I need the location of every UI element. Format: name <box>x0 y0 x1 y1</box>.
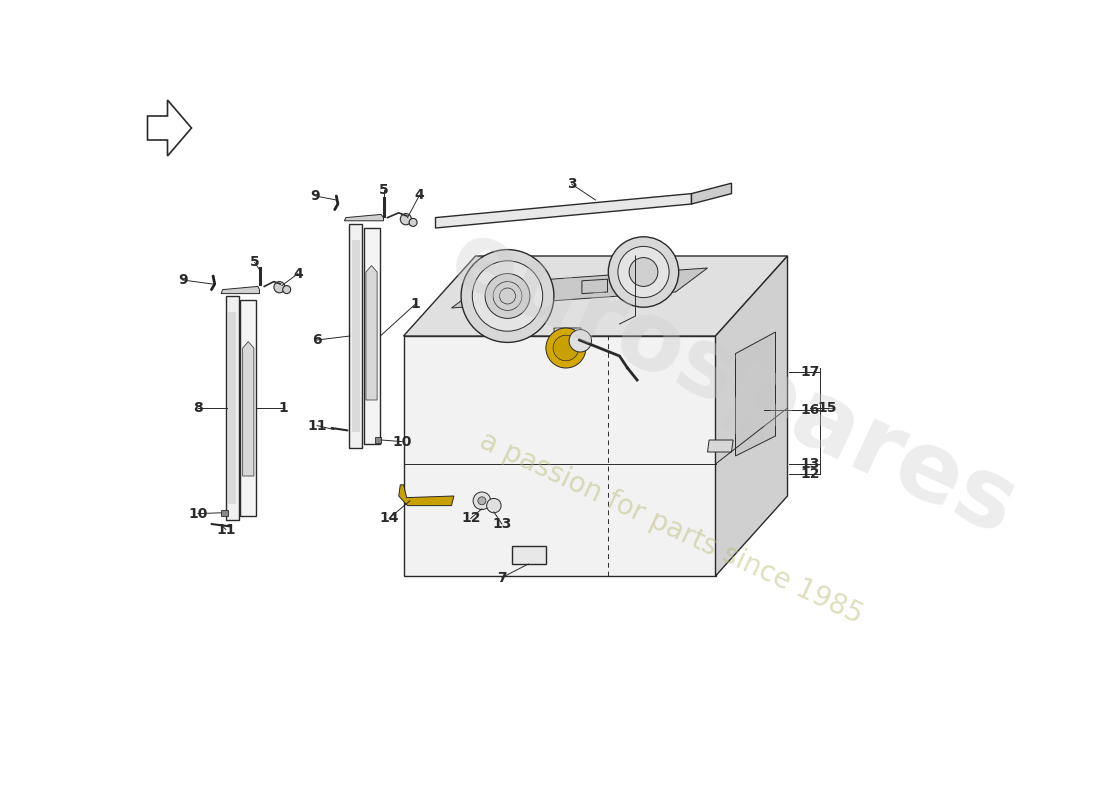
Circle shape <box>569 330 592 352</box>
Polygon shape <box>363 228 379 444</box>
Text: 3: 3 <box>566 177 576 191</box>
Text: 13: 13 <box>800 457 820 471</box>
Circle shape <box>472 261 542 331</box>
Text: 11: 11 <box>217 522 235 537</box>
Polygon shape <box>554 328 581 344</box>
Circle shape <box>283 286 290 294</box>
Text: a passion for parts since 1985: a passion for parts since 1985 <box>475 426 868 630</box>
Circle shape <box>486 498 502 513</box>
Circle shape <box>400 214 411 225</box>
Text: 9: 9 <box>310 189 320 203</box>
Polygon shape <box>715 256 788 576</box>
Circle shape <box>409 218 417 226</box>
Polygon shape <box>404 336 715 576</box>
Polygon shape <box>451 268 707 308</box>
Text: 15: 15 <box>817 401 837 415</box>
Text: 5: 5 <box>378 183 388 198</box>
Text: 10: 10 <box>188 506 208 521</box>
Text: 16: 16 <box>800 402 820 417</box>
Circle shape <box>461 250 554 342</box>
Polygon shape <box>240 300 256 516</box>
Polygon shape <box>349 224 362 448</box>
Text: 4: 4 <box>293 266 303 281</box>
Text: eurospares: eurospares <box>434 212 1032 556</box>
Circle shape <box>608 237 679 307</box>
Text: 13: 13 <box>492 517 512 531</box>
Polygon shape <box>375 437 381 443</box>
Text: 10: 10 <box>393 434 411 449</box>
Text: 1: 1 <box>410 297 420 311</box>
Circle shape <box>274 282 285 293</box>
Text: 6: 6 <box>312 333 322 347</box>
Polygon shape <box>692 183 732 204</box>
Polygon shape <box>366 266 377 400</box>
Text: 12: 12 <box>800 466 820 481</box>
Circle shape <box>546 328 586 368</box>
Polygon shape <box>229 312 236 504</box>
Polygon shape <box>243 342 254 476</box>
Text: 14: 14 <box>379 511 399 526</box>
Circle shape <box>618 246 669 298</box>
Circle shape <box>553 335 579 361</box>
Text: 8: 8 <box>192 401 202 415</box>
Text: 11: 11 <box>307 418 327 433</box>
Circle shape <box>485 274 530 318</box>
Polygon shape <box>226 296 239 520</box>
Text: 5: 5 <box>250 255 260 270</box>
Polygon shape <box>221 510 228 516</box>
Text: 12: 12 <box>461 511 481 526</box>
Polygon shape <box>736 332 776 456</box>
Polygon shape <box>512 546 546 564</box>
Polygon shape <box>352 240 360 432</box>
Text: 7: 7 <box>497 570 507 585</box>
Text: 1: 1 <box>278 401 288 415</box>
Polygon shape <box>221 286 260 294</box>
Polygon shape <box>436 194 692 228</box>
Circle shape <box>477 497 486 505</box>
Text: 4: 4 <box>415 188 425 202</box>
Polygon shape <box>344 214 384 221</box>
Polygon shape <box>707 440 733 452</box>
Text: 17: 17 <box>800 365 820 379</box>
Circle shape <box>629 258 658 286</box>
Text: 9: 9 <box>178 273 187 287</box>
Polygon shape <box>398 485 454 506</box>
Circle shape <box>473 492 491 510</box>
Polygon shape <box>404 256 788 336</box>
